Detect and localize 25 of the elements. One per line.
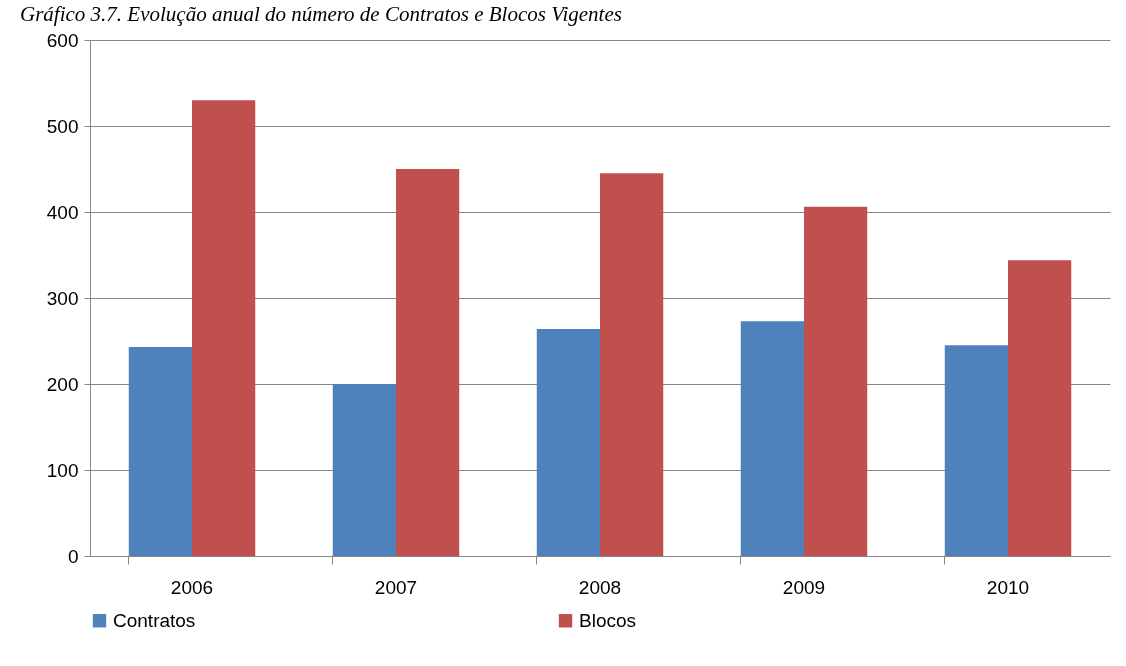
y-tick-label: 0 xyxy=(67,545,79,567)
x-tick-label: 2006 xyxy=(170,576,214,598)
bar xyxy=(192,100,256,556)
y-tick-label: 300 xyxy=(46,287,79,309)
y-tick-label: 500 xyxy=(46,115,79,137)
bar xyxy=(804,206,868,556)
bar xyxy=(536,328,600,556)
x-tick-label: 2010 xyxy=(986,576,1030,598)
x-tick-label: 2008 xyxy=(578,576,622,598)
x-tick-label: 2007 xyxy=(374,576,418,598)
bar xyxy=(944,345,1008,556)
y-tick-label: 100 xyxy=(46,459,79,481)
y-tick-label: 600 xyxy=(46,29,79,51)
legend-label: Contratos xyxy=(113,609,196,631)
bar xyxy=(128,347,192,556)
x-tick-label: 2009 xyxy=(782,576,826,598)
bar xyxy=(600,173,664,556)
bar xyxy=(1008,260,1072,556)
y-tick-label: 400 xyxy=(46,201,79,223)
chart-title: Gráfico 3.7. Evolução anual do número de Contratos e Blocos Vigentes xyxy=(20,2,622,26)
bar xyxy=(396,169,460,556)
bar xyxy=(740,321,804,556)
legend-label: Blocos xyxy=(579,609,637,631)
y-tick-label: 200 xyxy=(46,373,79,395)
bar xyxy=(332,384,396,556)
